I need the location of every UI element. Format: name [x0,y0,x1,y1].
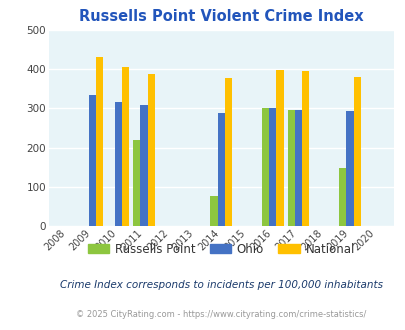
Bar [276,70,283,226]
Bar [345,111,353,226]
Bar [353,77,360,226]
Bar [147,74,154,226]
Bar [269,108,276,226]
Bar [210,196,217,226]
Title: Russells Point Violent Crime Index: Russells Point Violent Crime Index [79,9,363,24]
Bar [114,102,122,226]
Bar [287,110,294,226]
Bar [217,113,224,226]
Bar [301,71,309,226]
Legend: Russells Point, Ohio, National: Russells Point, Ohio, National [87,243,354,255]
Bar [339,168,345,226]
Bar [140,105,147,226]
Bar [122,67,129,226]
Bar [89,95,96,226]
Bar [133,141,140,226]
Bar [294,110,301,226]
Text: Crime Index corresponds to incidents per 100,000 inhabitants: Crime Index corresponds to incidents per… [60,280,382,290]
Text: © 2025 CityRating.com - https://www.cityrating.com/crime-statistics/: © 2025 CityRating.com - https://www.city… [76,310,366,319]
Bar [224,78,232,226]
Bar [261,108,269,226]
Bar [96,57,103,226]
